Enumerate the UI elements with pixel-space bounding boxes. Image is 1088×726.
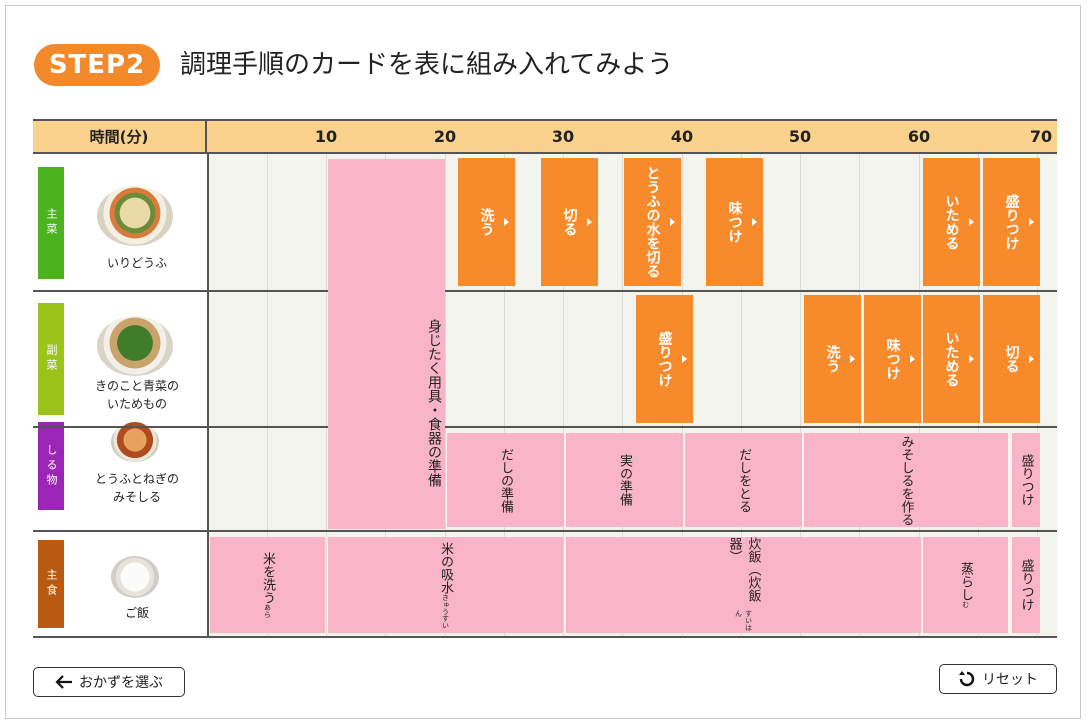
time-header: 時間(分) 10 20 30 40 50 60 70 <box>33 119 1057 154</box>
next-arrow-icon <box>752 218 757 226</box>
dish-name: いりどうふ <box>106 256 167 270</box>
tick-label: 50 <box>788 127 812 146</box>
card-main-season[interactable]: 味つけ <box>706 158 763 286</box>
row-header-side: 副菜 きのこと青菜の いためもの <box>33 292 207 426</box>
dish-name-line1: とうふとねぎの <box>94 472 179 486</box>
category-tag: 主食 <box>38 540 64 628</box>
card-rice-steam[interactable]: 蒸らしむ <box>923 537 1008 633</box>
next-arrow-icon <box>910 355 915 363</box>
reset-icon <box>959 671 975 687</box>
next-arrow-icon <box>1029 218 1034 226</box>
row-header-main: 主菜 いりどうふ <box>33 156 207 290</box>
card-side-stirfry[interactable]: いためる <box>923 295 980 423</box>
reset-button[interactable]: リセット <box>939 664 1057 694</box>
card-main-wash[interactable]: 洗う <box>458 158 515 286</box>
tick-label: 60 <box>907 127 931 146</box>
arrow-left-icon <box>55 675 72 689</box>
dish-image <box>111 422 159 462</box>
row-header-rice: 主食 ご飯 <box>33 532 207 635</box>
category-tag: しる物 <box>38 422 64 510</box>
next-arrow-icon <box>587 218 592 226</box>
next-arrow-icon <box>682 355 687 363</box>
next-arrow-icon <box>969 218 974 226</box>
card-main-stirfry[interactable]: いためる <box>923 158 980 286</box>
category-tag: 主菜 <box>38 167 64 279</box>
dish-name: ご飯 <box>124 606 149 620</box>
card-main-cut[interactable]: 切る <box>541 158 598 286</box>
card-rice-soak[interactable]: 米の吸水 きゅうすい <box>328 537 563 633</box>
schedule-table: 時間(分) 10 20 30 40 50 60 70 主菜 いりどうふ 副菜 き… <box>33 119 1057 638</box>
card-soup-serve[interactable]: 盛りつけ <box>1012 433 1040 527</box>
dish-image <box>97 186 173 246</box>
card-side-season[interactable]: 味つけ <box>864 295 921 423</box>
card-rice-wash[interactable]: 米を洗う あら <box>210 537 325 633</box>
dish-name-line1: きのこと青菜の <box>94 379 179 393</box>
row-header-soup: しる物 とうふとねぎの みそしる <box>33 422 207 525</box>
dish-image <box>111 556 159 598</box>
dish-name-line2: みそしる <box>112 490 161 504</box>
card-main-serve[interactable]: 盛りつけ <box>983 158 1040 286</box>
card-prep[interactable]: 身じたく用具・食器の準備 <box>328 159 445 529</box>
card-soup-make-dashi[interactable]: だしをとる <box>685 433 802 527</box>
dish-name-line2: いためもの <box>106 397 167 411</box>
tick-label: 70 <box>1029 127 1053 146</box>
tick-label: 20 <box>433 127 457 146</box>
back-button[interactable]: おかずを選ぶ <box>33 667 185 697</box>
tick-label: 10 <box>314 127 338 146</box>
tick-label: 40 <box>670 127 694 146</box>
step-badge: STEP2 <box>34 44 160 86</box>
card-soup-ingredients[interactable]: 実の準備 <box>566 433 683 527</box>
dish-image <box>97 316 173 376</box>
page-title: 調理手順のカードを表に組み入れてみよう <box>180 50 674 80</box>
card-rice-serve[interactable]: 盛りつけ <box>1012 537 1040 633</box>
next-arrow-icon <box>504 218 509 226</box>
card-side-serve[interactable]: 盛りつけ <box>636 295 693 423</box>
next-arrow-icon <box>850 355 855 363</box>
next-arrow-icon <box>969 355 974 363</box>
card-soup-dashi-prep[interactable]: だしの準備 <box>447 433 564 527</box>
card-main-drain-tofu[interactable]: とうふの水を切る <box>624 158 681 286</box>
card-rice-cook[interactable]: 炊飯（炊飯器） すいはん <box>566 537 921 633</box>
card-side-wash[interactable]: 洗う <box>804 295 861 423</box>
next-arrow-icon <box>670 218 675 226</box>
next-arrow-icon <box>1029 355 1034 363</box>
time-label: 時間(分) <box>33 121 207 152</box>
card-soup-make-miso[interactable]: みそしるを作る <box>804 433 1008 527</box>
card-side-cut[interactable]: 切る <box>983 295 1040 423</box>
tick-label: 30 <box>551 127 575 146</box>
category-tag: 副菜 <box>38 303 64 415</box>
